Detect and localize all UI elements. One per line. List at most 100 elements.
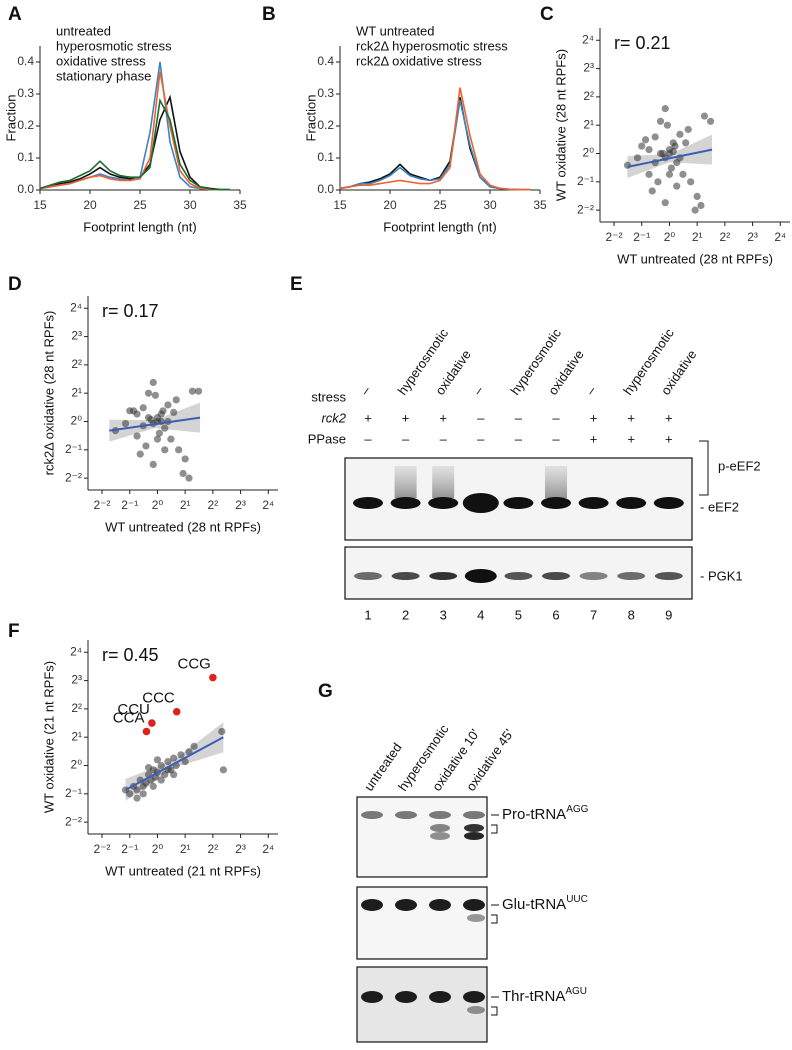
point xyxy=(682,139,690,147)
y-axis-label: rck2Δ oxidative (28 nt RPFs) xyxy=(41,311,56,476)
point xyxy=(700,112,709,120)
y-tick-label: 2² xyxy=(71,701,82,715)
probe-label: Pro-tRNAAGG xyxy=(502,804,589,823)
y-tick-label: 2⁻¹ xyxy=(577,174,594,188)
probe-label: Thr-tRNAAGU xyxy=(502,986,587,1005)
band xyxy=(653,497,684,509)
x-tick-label: 2⁻² xyxy=(94,842,111,856)
point xyxy=(144,764,153,772)
point xyxy=(167,435,175,443)
y-tick-label: 2³ xyxy=(71,329,82,343)
x-tick-label: 2⁰ xyxy=(152,842,164,856)
condition-sign: – xyxy=(440,431,448,446)
legend-entry: WT untreated xyxy=(356,23,435,38)
band xyxy=(395,899,417,911)
point xyxy=(219,766,227,774)
x-tick-label: 2² xyxy=(208,498,219,512)
point xyxy=(161,446,169,454)
row-label: stress xyxy=(311,389,346,404)
point xyxy=(190,742,198,750)
point xyxy=(693,192,701,200)
x-tick-label: 20 xyxy=(383,198,397,212)
band xyxy=(430,832,450,840)
condition-label: – xyxy=(470,383,487,398)
point xyxy=(665,170,674,178)
condition-label: oxidative xyxy=(545,347,587,398)
point xyxy=(656,117,665,125)
y-tick-label: 2¹ xyxy=(71,385,82,399)
legend-entry: stationary phase xyxy=(56,68,151,83)
point xyxy=(164,758,172,766)
x-tick-label: 2⁻¹ xyxy=(633,230,650,244)
x-tick-label: 2⁰ xyxy=(152,498,164,512)
lane-number: 7 xyxy=(590,607,597,622)
x-tick-label: 2⁻¹ xyxy=(121,842,138,856)
point xyxy=(181,455,189,463)
band xyxy=(361,899,383,911)
point xyxy=(151,391,159,399)
band-smear xyxy=(432,466,455,498)
lane-number: 6 xyxy=(552,607,559,622)
condition-sign: – xyxy=(402,431,410,446)
point xyxy=(157,776,165,784)
y-tick-label: 0.1 xyxy=(17,150,34,164)
x-axis-label: Footprint length (nt) xyxy=(83,219,196,234)
band xyxy=(463,811,485,819)
band-label: p-eEF2 xyxy=(718,458,761,473)
band xyxy=(429,811,451,819)
y-tick-label: 2³ xyxy=(583,61,594,75)
blot-panel xyxy=(356,966,488,1043)
y-axis-label: Fraction xyxy=(3,95,18,142)
point xyxy=(676,130,684,138)
point xyxy=(133,786,141,794)
y-tick-label: 2² xyxy=(71,357,82,371)
y-tick-label: 0.1 xyxy=(317,150,334,164)
band xyxy=(464,832,484,840)
y-tick-label: 2⁻² xyxy=(65,470,82,484)
y-tick-label: 2⁻² xyxy=(65,814,82,828)
point xyxy=(645,170,653,178)
band xyxy=(463,991,485,1003)
lane-number: 4 xyxy=(477,607,484,622)
y-tick-label: 2⁻¹ xyxy=(65,442,82,456)
band xyxy=(616,497,647,509)
point-label: CCG xyxy=(178,656,211,673)
condition-sign: + xyxy=(439,410,447,425)
condition-label: – xyxy=(583,383,600,398)
line xyxy=(339,97,530,191)
legend-entry: rck2Δ hyperosmotic stress xyxy=(356,38,508,53)
point xyxy=(185,474,193,482)
probe-name: Pro-tRNA xyxy=(502,806,566,823)
y-tick-label: 2⁰ xyxy=(71,414,83,428)
lane-number: 9 xyxy=(665,607,672,622)
point xyxy=(170,771,178,779)
probe-name: Thr-tRNA xyxy=(502,988,565,1005)
point xyxy=(638,142,646,150)
band-label: - eEF2 xyxy=(700,499,739,514)
band xyxy=(617,572,646,580)
band xyxy=(395,811,417,819)
point xyxy=(149,378,157,387)
probe-superscript: UUC xyxy=(566,894,588,905)
condition-sign: – xyxy=(552,431,560,446)
y-axis-label: WT oxidative (28 nt RPFs) xyxy=(553,49,568,201)
band xyxy=(429,572,458,580)
condition-sign: – xyxy=(515,410,523,425)
point xyxy=(654,178,662,186)
point xyxy=(659,149,667,158)
condition-sign: + xyxy=(665,431,673,446)
band xyxy=(361,811,383,819)
x-axis-label: Footprint length (nt) xyxy=(383,219,496,234)
y-axis-label: Fraction xyxy=(303,95,318,142)
condition-sign: + xyxy=(627,431,635,446)
y-tick-label: 0.4 xyxy=(17,54,34,68)
panel-letter: D xyxy=(8,274,22,295)
bracket xyxy=(491,914,498,924)
legend-entry: oxidative stress xyxy=(56,53,146,68)
point xyxy=(179,469,187,478)
point xyxy=(697,201,705,210)
bracket xyxy=(491,1006,498,1016)
condition-sign: + xyxy=(627,410,635,425)
point xyxy=(142,442,150,450)
x-tick-label: 2² xyxy=(208,842,219,856)
